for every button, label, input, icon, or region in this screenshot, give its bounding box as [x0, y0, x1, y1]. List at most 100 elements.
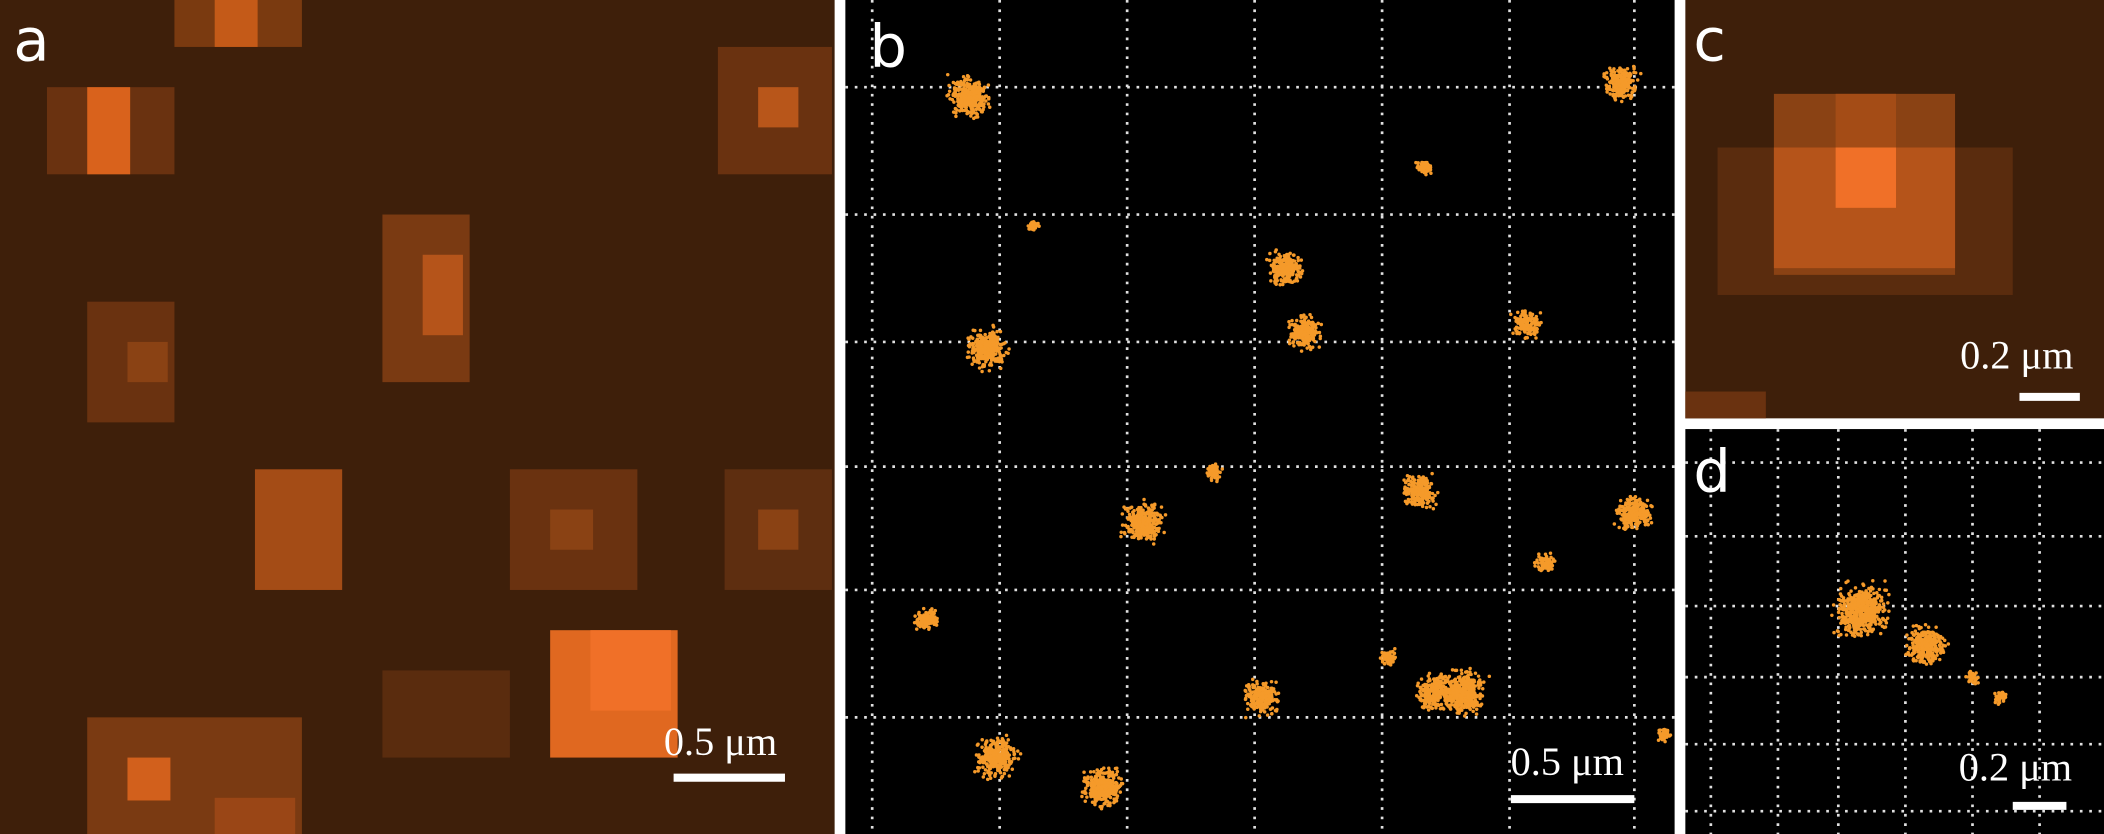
localization [1630, 512, 1633, 515]
localization [1109, 779, 1112, 782]
localization [1100, 781, 1103, 784]
localization [1464, 670, 1467, 673]
localization [1467, 702, 1470, 705]
localization [1861, 603, 1864, 606]
localization [1421, 491, 1424, 494]
localization [1383, 662, 1386, 665]
localization [993, 750, 996, 753]
localization [1612, 73, 1615, 76]
localization [1475, 708, 1478, 711]
localization [1861, 582, 1864, 585]
localization [1627, 93, 1630, 96]
localization [951, 94, 954, 97]
localization [1274, 680, 1277, 683]
localization [1296, 256, 1299, 259]
localization [970, 342, 973, 345]
localization [1840, 612, 1843, 615]
localization [1125, 507, 1128, 510]
localization [988, 759, 991, 762]
localization [985, 739, 988, 742]
localization [1887, 610, 1890, 613]
localization [1131, 531, 1134, 534]
localization [1274, 250, 1277, 253]
localization [1530, 327, 1533, 330]
localization [966, 101, 969, 104]
localization [1471, 685, 1474, 688]
localization [1155, 529, 1158, 532]
localization [984, 347, 987, 350]
localization [920, 620, 923, 623]
localization [1475, 712, 1478, 715]
localization [1414, 497, 1417, 500]
localization [1275, 266, 1278, 269]
localization [1858, 590, 1861, 593]
localization [1259, 700, 1262, 703]
localization [1265, 694, 1268, 697]
localization [1252, 699, 1255, 702]
localization [1871, 599, 1874, 602]
localization [1534, 320, 1537, 323]
localization [1516, 311, 1519, 314]
localization [981, 765, 984, 768]
localization [1534, 336, 1537, 339]
localization [1246, 702, 1249, 705]
localization [1008, 753, 1011, 756]
localization [1417, 475, 1420, 478]
pixel-block [255, 469, 342, 590]
localization [1302, 323, 1305, 326]
localization [954, 90, 957, 93]
localization [1082, 770, 1085, 773]
localization [1019, 752, 1022, 755]
localization [1300, 258, 1303, 261]
localization [1535, 327, 1538, 330]
localization [1262, 687, 1265, 690]
localization [1411, 477, 1414, 480]
localization [1629, 81, 1632, 84]
localization [1386, 652, 1389, 655]
localization [1418, 503, 1421, 506]
localization [954, 115, 957, 118]
localization [978, 86, 981, 89]
localization [987, 756, 990, 759]
localization [1419, 698, 1422, 701]
localization [1138, 520, 1141, 523]
localization [1269, 708, 1272, 711]
localization [1477, 682, 1480, 685]
localization [967, 350, 970, 353]
localization [1859, 612, 1862, 615]
localization [989, 355, 992, 358]
localization [1162, 531, 1165, 534]
localization [1854, 586, 1857, 589]
localization [1096, 785, 1099, 788]
localization [1481, 687, 1484, 690]
localization [1553, 559, 1556, 562]
localization [1862, 627, 1865, 630]
localization [1449, 707, 1452, 710]
localization [1614, 93, 1617, 96]
localization [984, 99, 987, 102]
localization [1857, 594, 1860, 597]
localization [1016, 749, 1019, 752]
localization [1908, 647, 1911, 650]
localization [1626, 67, 1629, 70]
localization [1663, 740, 1666, 743]
localization [1244, 716, 1247, 719]
localization [1605, 90, 1608, 93]
localization [979, 329, 982, 332]
localization [1444, 689, 1447, 692]
localization [1867, 624, 1870, 627]
localization [1623, 88, 1626, 91]
localization [960, 101, 963, 104]
localization [1255, 682, 1258, 685]
pixel-block [215, 798, 296, 834]
localization [1912, 624, 1915, 627]
localization [954, 107, 957, 110]
localization [993, 357, 996, 360]
localization [1455, 691, 1458, 694]
localization [1298, 341, 1301, 344]
localization [1259, 704, 1262, 707]
localization [1137, 511, 1140, 514]
panel-b [845, 0, 1674, 834]
localization [1403, 485, 1406, 488]
localization [1629, 97, 1632, 100]
